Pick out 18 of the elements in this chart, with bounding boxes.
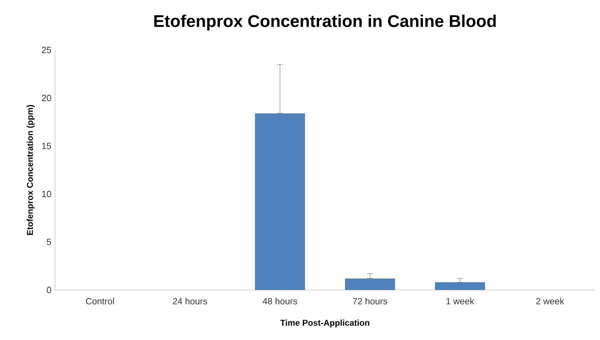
y-tick-label: 20 — [42, 94, 52, 102]
chart-title: Etofenprox Concentration in Canine Blood — [154, 14, 496, 30]
x-tick-label: 2 week — [536, 298, 564, 304]
y-tick-label: 10 — [42, 190, 52, 198]
bar — [344, 278, 395, 290]
y-tick-label: 0 — [46, 286, 52, 294]
bar — [434, 282, 485, 290]
bar — [255, 113, 305, 290]
x-tick-label: Control — [86, 298, 114, 304]
y-tick-label: 25 — [42, 46, 52, 54]
x-tick-label: 72 hours — [352, 298, 388, 304]
x-tick-label: 24 hours — [172, 298, 208, 304]
x-tick-label: 1 week — [446, 298, 474, 304]
x-axis-title: Time Post-Application — [280, 320, 370, 328]
y-axis-title: Etofenprox Concentration (ppm) — [26, 105, 35, 235]
x-tick-label: 48 hours — [262, 298, 298, 304]
y-tick-label: 5 — [46, 238, 52, 246]
y-tick-label: 15 — [42, 142, 52, 150]
